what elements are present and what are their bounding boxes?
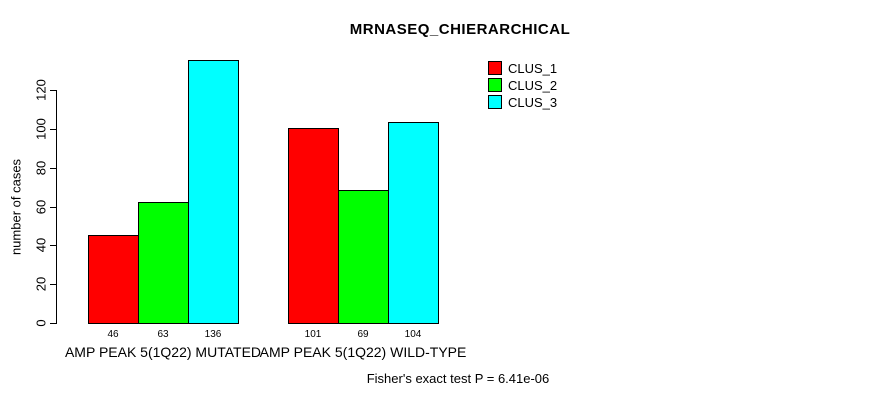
y-tick-label: 40 [33,237,49,253]
legend-label: CLUS_1 [508,60,558,76]
y-axis-label: number of cases [8,158,24,256]
y-tick-label: 20 [33,276,49,292]
bar-value-label: 104 [404,329,422,340]
y-tick-mark [50,90,57,91]
bar-value-label: 136 [204,329,222,340]
y-tick-mark [50,245,57,246]
y-tick-label: 80 [33,160,49,176]
y-tick-label: 60 [33,199,49,215]
bar-clus_1-group2 [288,128,339,324]
legend-label: CLUS_3 [508,94,558,110]
y-tick-label: 100 [33,118,49,140]
legend-label: CLUS_2 [508,77,558,93]
y-tick-mark [50,284,57,285]
footnote-text: Fisher's exact test P = 6.41e-06 [366,371,550,386]
bar-clus_1-group1 [88,235,139,324]
y-tick-mark [50,129,57,130]
y-tick-mark [50,168,57,169]
chart-title: MRNASEQ_CHIERARCHICAL [349,21,571,38]
group-label: AMP PEAK 5(1Q22) WILD-TYPE [259,344,467,360]
y-tick-label: 0 [33,319,49,327]
bar-value-label: 46 [107,329,119,340]
bar-clus_3-group1 [188,60,239,324]
legend-swatch-clus_2 [488,78,502,92]
bar-value-label: 69 [357,329,369,340]
legend: CLUS_1 CLUS_2 CLUS_3 [488,60,557,111]
bar-clus_2-group1 [138,202,189,324]
bar-clus_3-group2 [388,122,439,324]
bar-value-label: 101 [304,329,322,340]
bar-clus_2-group2 [338,190,389,324]
group-label: AMP PEAK 5(1Q22) MUTATED [64,344,262,360]
legend-row: CLUS_1 [488,60,557,76]
bar-value-label: 63 [157,329,169,340]
y-tick-label: 120 [33,79,49,101]
y-tick-mark [50,207,57,208]
legend-row: CLUS_3 [488,94,557,110]
legend-swatch-clus_3 [488,95,502,109]
y-tick-mark [50,323,57,324]
legend-swatch-clus_1 [488,61,502,75]
legend-row: CLUS_2 [488,77,557,93]
